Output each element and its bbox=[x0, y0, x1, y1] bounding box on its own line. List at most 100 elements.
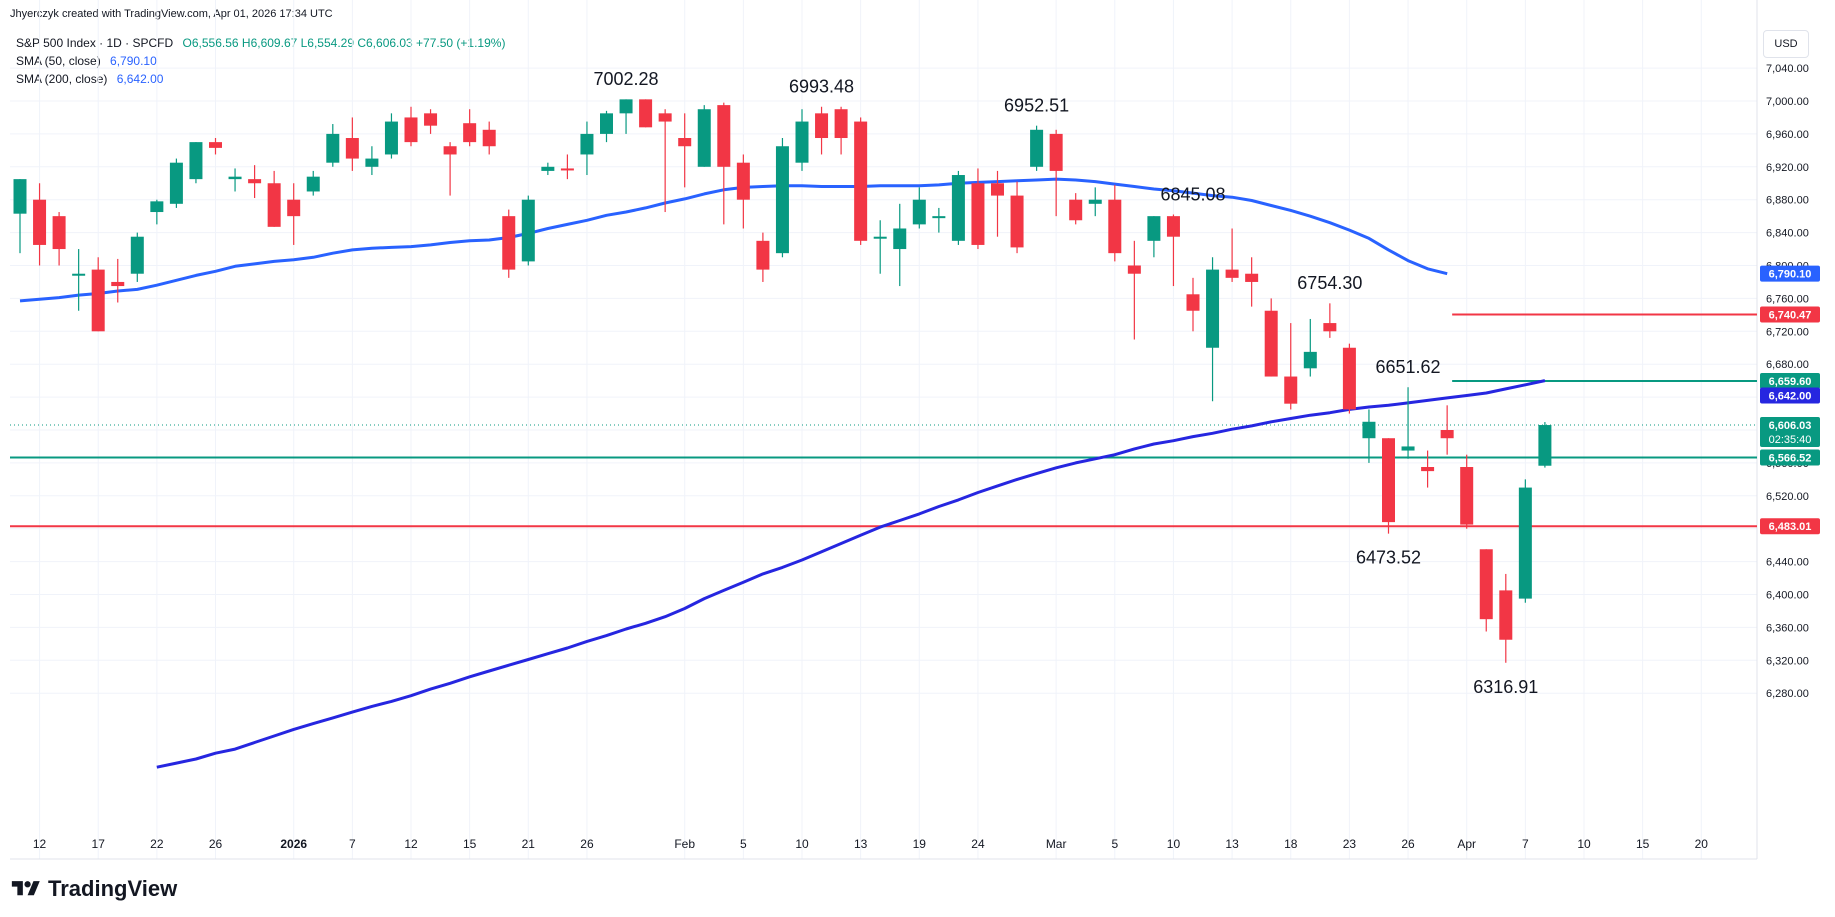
candle-body bbox=[209, 142, 222, 148]
candle bbox=[150, 199, 164, 225]
candle bbox=[678, 113, 692, 188]
candle-body bbox=[228, 176, 242, 180]
price-axis-label: 6,600.00 bbox=[1766, 425, 1809, 437]
sma50-path bbox=[19, 177, 1448, 303]
candle bbox=[932, 207, 946, 233]
time-axis-label: 12 bbox=[33, 837, 47, 851]
candle bbox=[306, 170, 320, 196]
candle-body bbox=[1127, 265, 1141, 274]
price-axis-label: 6,920.00 bbox=[1766, 162, 1809, 174]
candle bbox=[717, 102, 731, 225]
candle-body bbox=[893, 228, 907, 250]
price-annotation: 6754.30 bbox=[1297, 273, 1362, 293]
price-axis-label: 6,640.00 bbox=[1766, 392, 1809, 404]
candle-body bbox=[13, 179, 27, 214]
candle bbox=[72, 249, 86, 311]
candle-body bbox=[1010, 195, 1024, 248]
price-tag-box bbox=[1760, 387, 1820, 404]
candle bbox=[1342, 343, 1356, 414]
time-axis-label: 10 bbox=[795, 837, 809, 851]
price-tag-box bbox=[1760, 518, 1820, 535]
candle-body bbox=[658, 113, 672, 122]
sma50-label: SMA (50, close) bbox=[16, 54, 101, 68]
candle-body bbox=[1049, 133, 1063, 171]
attribution-text: Jhyerczyk created with TradingView.com, … bbox=[10, 8, 333, 20]
candle-body bbox=[502, 216, 516, 270]
candle-body bbox=[1342, 347, 1356, 410]
candle-body bbox=[1166, 216, 1180, 237]
candle bbox=[130, 232, 144, 282]
price-axis-label: 6,360.00 bbox=[1766, 622, 1809, 634]
tradingview-logo[interactable]: TradingView bbox=[10, 876, 177, 902]
candle bbox=[502, 209, 516, 278]
candle bbox=[951, 170, 965, 245]
price-tag: 6,642.00 bbox=[1760, 387, 1820, 404]
price-tag: 6,606.03 02:35:40 bbox=[1760, 417, 1820, 448]
price-axis-label: 6,680.00 bbox=[1766, 359, 1809, 371]
time-axis-label: 22 bbox=[150, 837, 164, 851]
candle-body bbox=[91, 269, 105, 332]
candle bbox=[1088, 187, 1102, 217]
candle bbox=[189, 142, 203, 184]
candle bbox=[365, 146, 379, 176]
time-axis-label: 5 bbox=[740, 837, 747, 851]
candle-body bbox=[795, 121, 809, 163]
candle bbox=[228, 168, 242, 192]
price-tag-label: 6,642.00 bbox=[1769, 390, 1812, 402]
candle bbox=[1108, 184, 1122, 262]
time-axis-label: 10 bbox=[1577, 837, 1591, 851]
candle-body bbox=[1499, 590, 1513, 640]
price-axis-label: 6,520.00 bbox=[1766, 491, 1809, 503]
candle bbox=[404, 106, 418, 147]
candle-body bbox=[404, 117, 418, 143]
price-axis-label: 6,760.00 bbox=[1766, 293, 1809, 305]
time-axis-label: 5 bbox=[1111, 837, 1118, 851]
candle-body bbox=[971, 183, 985, 245]
candle-body bbox=[1088, 199, 1102, 204]
candle-body bbox=[248, 179, 262, 184]
price-annotation: 6651.62 bbox=[1376, 357, 1441, 377]
sma200-label: SMA (200, close) bbox=[16, 72, 108, 86]
candle-body bbox=[1284, 376, 1298, 404]
candle-body bbox=[1069, 199, 1083, 221]
candle bbox=[1206, 257, 1220, 402]
sma50-row[interactable]: SMA (50, close) 6,790.10 bbox=[16, 52, 505, 70]
candle-body bbox=[1147, 216, 1161, 241]
price-annotation: 6473.52 bbox=[1356, 548, 1421, 568]
candle-body bbox=[991, 183, 1004, 196]
currency-button[interactable]: USD bbox=[1763, 30, 1809, 58]
price-tag: 6,566.52 bbox=[1760, 449, 1820, 466]
candle-body bbox=[775, 146, 789, 254]
candle-body bbox=[150, 201, 164, 213]
price-axis-label: 6,400.00 bbox=[1766, 590, 1809, 602]
candle bbox=[1499, 573, 1513, 663]
time-axis-label: 13 bbox=[854, 837, 868, 851]
candle bbox=[775, 138, 789, 258]
price-axis-label: 7,040.00 bbox=[1766, 63, 1809, 75]
candle-body bbox=[1382, 438, 1395, 523]
price-annotation: 6952.51 bbox=[1004, 96, 1069, 116]
candle-body bbox=[1225, 269, 1239, 278]
price-tag-label: 6,483.01 bbox=[1769, 521, 1812, 533]
sma200-row[interactable]: SMA (200, close) 6,642.00 bbox=[16, 70, 505, 88]
candle-body bbox=[951, 175, 965, 241]
candle-body bbox=[873, 236, 887, 239]
candle-body bbox=[463, 123, 477, 143]
candle-body bbox=[912, 199, 926, 225]
time-axis-label: 26 bbox=[580, 837, 594, 851]
sma200-path bbox=[156, 379, 1546, 769]
candle bbox=[463, 109, 477, 147]
candle bbox=[991, 170, 1004, 237]
time-axis-label: 17 bbox=[92, 837, 106, 851]
candle bbox=[658, 109, 672, 213]
candle bbox=[1010, 181, 1024, 254]
time-axis-label: Feb bbox=[674, 837, 695, 851]
candle-body bbox=[560, 168, 574, 171]
time-axis-label: 2026 bbox=[280, 837, 307, 851]
candle-body bbox=[1323, 323, 1337, 332]
price-axis-label: 6,880.00 bbox=[1766, 195, 1809, 207]
candle-body bbox=[1030, 129, 1044, 167]
candle bbox=[1382, 438, 1395, 534]
price-axis-label: 6,320.00 bbox=[1766, 655, 1809, 667]
